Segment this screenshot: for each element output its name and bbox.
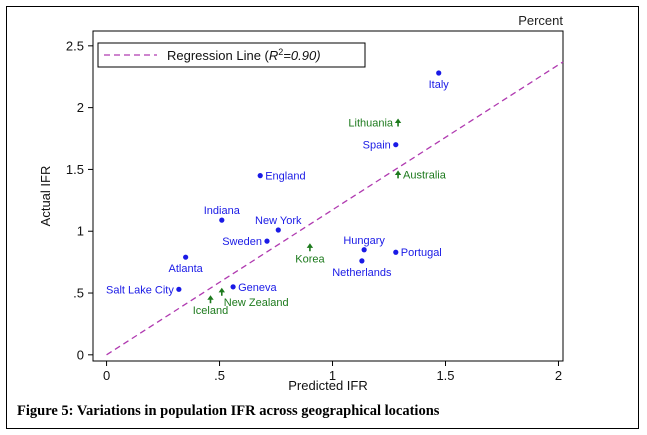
figure-caption: Figure 5: Variations in population IFR a… xyxy=(17,403,440,419)
legend-label-prefix: Regression Line ( xyxy=(167,48,270,63)
point-new-york xyxy=(275,227,281,233)
x-axis: 0 .5 1 1.5 2 xyxy=(103,361,562,383)
regression-line xyxy=(106,61,564,356)
label-iceland: Iceland xyxy=(193,305,228,317)
point-spain xyxy=(393,142,399,148)
figure-frame: Percent Regression Line (R2=0.90) 0.5 1 1.… xyxy=(6,6,639,429)
label-sweden: Sweden xyxy=(222,236,262,248)
y-tick-label: 1 xyxy=(77,224,84,239)
label-netherlands: Netherlands xyxy=(332,267,392,279)
point-england xyxy=(257,173,263,179)
legend-r-symbol: R xyxy=(269,48,278,63)
label-italy: Italy xyxy=(429,79,450,91)
label-lithuania: Lithuania xyxy=(348,117,394,129)
y-tick-label: 2 xyxy=(77,100,84,115)
scatter-chart: Percent Regression Line (R2=0.90) 0.5 1 1.… xyxy=(38,13,564,393)
point-atlanta xyxy=(183,254,189,260)
unit-label: Percent xyxy=(518,13,563,28)
label-new-zealand: New Zealand xyxy=(224,297,289,309)
y-tick-label: 1.5 xyxy=(66,162,84,177)
x-tick-label: 1 xyxy=(329,368,336,383)
point-korea xyxy=(306,243,314,252)
point-iceland xyxy=(207,295,214,304)
point-italy xyxy=(436,70,442,76)
point-geneva xyxy=(230,284,236,290)
point-salt-lake-city xyxy=(176,286,182,292)
label-atlanta: Atlanta xyxy=(169,263,204,275)
point-hungary xyxy=(361,247,367,253)
point-new-zealand xyxy=(218,287,225,296)
label-hungary: Hungary xyxy=(343,235,385,247)
legend-label: Regression Line (R2=0.90) xyxy=(167,47,321,63)
y-axis: 0 .5 1 1.5 2 2.5 xyxy=(66,38,93,362)
x-tick-label: 0 xyxy=(103,368,110,383)
label-england: England xyxy=(265,171,305,183)
legend-box xyxy=(97,42,366,68)
x-axis-title: Predicted IFR xyxy=(288,378,367,393)
plot-area-frame xyxy=(92,30,564,362)
legend-r-superscript: 2 xyxy=(278,47,283,57)
legend: Regression Line (R2=0.90) xyxy=(97,42,366,68)
label-portugal: Portugal xyxy=(401,247,442,259)
regression-layer xyxy=(106,61,564,356)
point-indiana xyxy=(219,217,225,223)
x-tick-label: .5 xyxy=(214,368,225,383)
legend-label-value: =0.90) xyxy=(283,48,320,63)
points-layer: Italy Spain England Indiana New York Sweden At… xyxy=(106,70,449,317)
y-tick-label: 2.5 xyxy=(66,38,84,53)
y-tick-label: .5 xyxy=(73,286,84,301)
label-spain: Spain xyxy=(363,140,391,152)
label-geneva: Geneva xyxy=(238,282,277,294)
point-sweden xyxy=(264,238,270,244)
point-australia xyxy=(394,170,402,179)
circle-points: Italy Spain England Indiana New York Sweden At… xyxy=(106,70,449,296)
label-australia: Australia xyxy=(403,169,447,181)
y-tick-label: 0 xyxy=(77,347,84,362)
point-netherlands xyxy=(359,258,365,264)
label-new-york: New York xyxy=(255,215,302,227)
arrow-points: Lithuania Australia Korea New ZealandIcelan… xyxy=(193,117,447,317)
label-korea: Korea xyxy=(295,253,325,265)
x-tick-label: 1.5 xyxy=(436,368,454,383)
label-salt-lake-city: Salt Lake City xyxy=(106,284,174,296)
point-lithuania xyxy=(394,118,402,127)
x-tick-label: 2 xyxy=(555,368,562,383)
y-axis-title: Actual IFR xyxy=(38,166,53,227)
label-indiana: Indiana xyxy=(204,205,241,217)
point-portugal xyxy=(393,249,399,255)
